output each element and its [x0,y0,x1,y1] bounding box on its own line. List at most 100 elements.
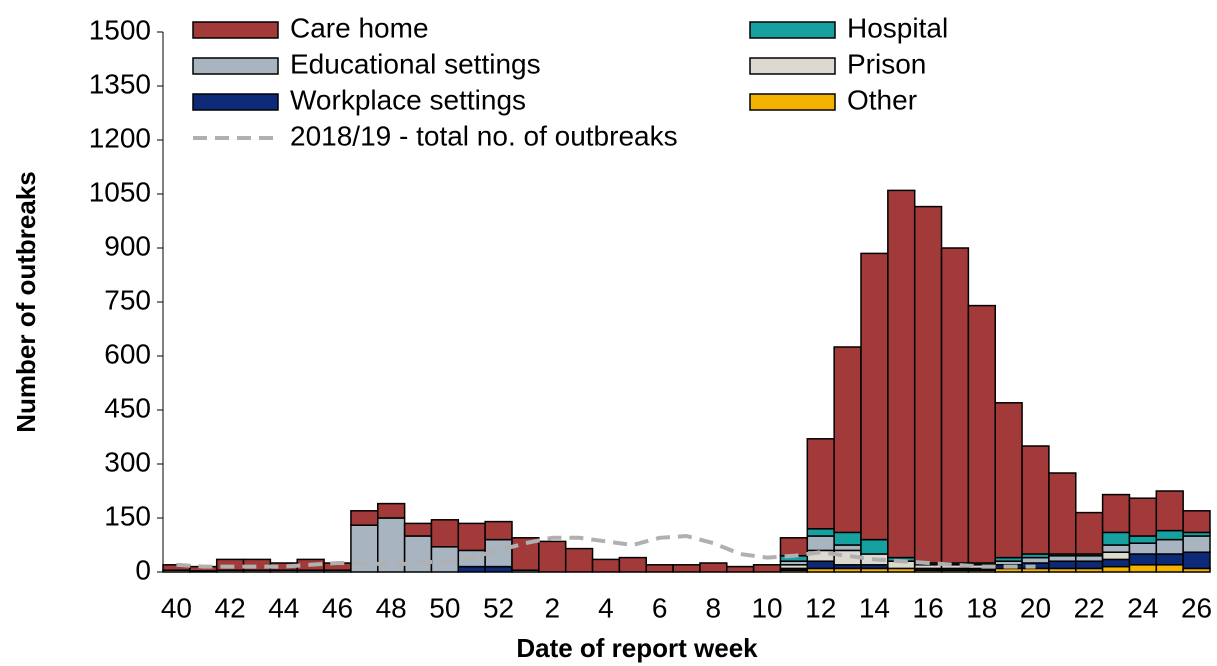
x-tick-label: 10 [751,592,782,623]
bar-segment [1128,553,1158,566]
bar-segment [1155,564,1184,573]
bar-segment [484,565,513,573]
y-tick-label: 300 [104,446,151,477]
x-tick-label: 18 [966,592,997,623]
bar-segment [752,564,782,573]
legend-label: Hospital [847,12,948,43]
x-tick-label: 26 [1181,592,1212,623]
bar-segment [699,562,728,573]
bar-segment [726,565,755,573]
y-axis-title: Number of outbreaks [11,171,41,433]
x-tick-label: 44 [268,592,299,623]
y-tick-label: 1050 [89,176,151,207]
bar-segment [1021,445,1050,555]
bar-segment [1128,535,1158,544]
bar-segment [403,535,433,573]
x-tick-label: 2 [544,592,560,623]
x-tick-label: 16 [913,592,944,623]
legend-swatch [749,57,836,75]
comparison-line [176,533,1036,569]
bar-segment [887,189,916,559]
x-axis-title: Date of report week [516,633,758,663]
x-tick-label: 42 [215,592,246,623]
x-tick-label: 14 [859,592,890,623]
legend-swatch [192,93,279,111]
bar-segment [806,535,835,552]
bar-segment [967,304,996,564]
bar-segment [1075,560,1104,570]
bar-segment [430,519,460,548]
bar-segment [1128,542,1158,555]
y-tick-label: 1200 [89,122,151,153]
bar-segment [1075,511,1104,555]
bar-segment [618,556,647,573]
bar-segment [1101,565,1131,573]
x-tick-label: 4 [598,592,614,623]
bar-segment [1048,472,1077,555]
bar-segment [779,537,809,557]
y-tick-label: 0 [135,554,151,585]
legend-swatch [192,57,279,75]
x-tick-label: 12 [805,592,836,623]
x-tick-label: 50 [429,592,460,623]
x-tick-label: 24 [1127,592,1158,623]
bar-segment [833,531,862,546]
y-tick-label: 1500 [89,14,151,45]
bar-segment [913,205,943,564]
bar-segment [591,558,621,573]
bar-segment [538,540,567,573]
x-tick-label: 40 [161,592,192,623]
bar-segment [1155,538,1184,555]
x-tick-label: 22 [1074,592,1105,623]
legend-label: Educational settings [290,48,541,79]
x-tick-label: 20 [1020,592,1051,623]
bar-segment [403,522,433,537]
bar-segment [833,544,862,552]
y-tick-label: 750 [104,284,151,315]
legend-label: Workplace settings [290,84,526,115]
x-tick-label: 48 [376,592,407,623]
bar-segment [994,402,1023,559]
bar-segment [1101,544,1131,553]
bar-segment [860,252,889,541]
bar-segment [1155,529,1184,541]
bar-segment [1155,490,1184,532]
bar-segment [1048,555,1077,562]
bar-segment [1048,560,1077,570]
y-tick-label: 450 [104,392,151,423]
bar-segment [833,346,862,534]
bar-segment [1021,556,1050,564]
bar-segment [377,502,406,519]
x-tick-label: 6 [652,592,668,623]
bar-segment [564,547,594,573]
bar-segment [1182,535,1211,553]
x-tick-label: 8 [706,592,722,623]
legend-label: 2018/19 - total no. of outbreaks [290,120,678,151]
bar-segment [1101,531,1131,546]
y-tick-label: 600 [104,338,151,369]
bar-segment [1101,551,1131,561]
bar-segment [1101,558,1131,568]
y-tick-label: 900 [104,230,151,261]
legend-swatch [192,21,279,39]
bar-segment [350,510,379,526]
bar-segment [1075,555,1104,562]
legend-label: Care home [290,12,429,43]
bar-segment [860,538,889,555]
bar-segment [1182,510,1211,534]
bar-segment [672,564,701,573]
legend-label: Other [847,84,917,115]
bar-segment [645,564,674,573]
y-tick-label: 150 [104,500,151,531]
legend-swatch [749,93,836,111]
bar-segment [806,560,835,570]
bar-segment [940,247,970,564]
bar-segment [1128,497,1158,537]
bar-segment [1182,551,1211,570]
bar-segment [1128,564,1158,573]
bar-segment [806,438,835,530]
bar-segment [806,528,835,537]
bar-segment [1101,493,1131,534]
bar-segment [484,520,513,541]
